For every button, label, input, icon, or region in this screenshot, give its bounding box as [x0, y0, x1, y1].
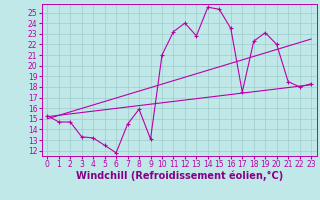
X-axis label: Windchill (Refroidissement éolien,°C): Windchill (Refroidissement éolien,°C)	[76, 171, 283, 181]
